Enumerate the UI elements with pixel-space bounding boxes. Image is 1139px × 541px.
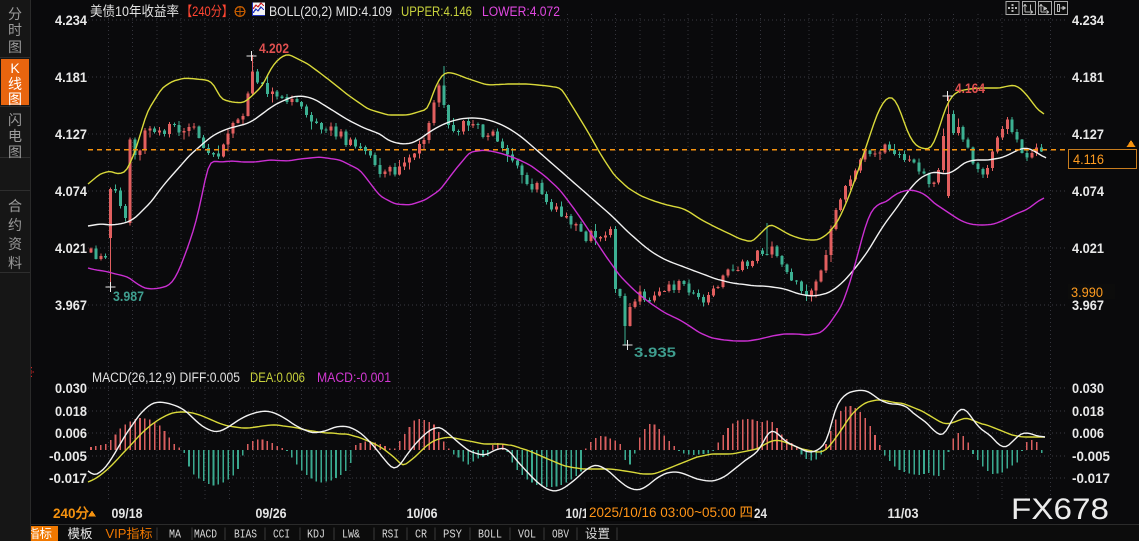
svg-text:MACD:-0.001: MACD:-0.001 — [317, 370, 391, 385]
svg-text:0.006: 0.006 — [1072, 425, 1104, 441]
svg-text:4.127: 4.127 — [1072, 126, 1104, 142]
svg-text:4.074: 4.074 — [1072, 183, 1104, 199]
svg-text:模板: 模板 — [68, 527, 93, 541]
svg-text:4.021: 4.021 — [1072, 240, 1104, 256]
svg-text:-0.005: -0.005 — [1072, 448, 1110, 464]
svg-text:-0.017: -0.017 — [1072, 470, 1110, 486]
svg-text:RSI: RSI — [382, 528, 399, 541]
svg-text:24: 24 — [754, 506, 767, 521]
svg-text:美债10年收益率: 美债10年收益率 — [90, 3, 179, 19]
svg-text:MACD: MACD — [194, 528, 217, 541]
svg-text:LW&: LW& — [342, 528, 360, 541]
svg-text:DEA:0.006: DEA:0.006 — [250, 370, 305, 385]
svg-text:设置: 设置 — [585, 526, 610, 541]
svg-text:10/06: 10/06 — [407, 506, 438, 521]
svg-text:0.030: 0.030 — [55, 380, 87, 396]
svg-text:CR: CR — [415, 528, 427, 541]
svg-text:指标: 指标 — [27, 526, 52, 541]
svg-text:4.181: 4.181 — [55, 69, 87, 85]
svg-text:0.030: 0.030 — [1072, 380, 1104, 396]
svg-text:4.021: 4.021 — [55, 240, 87, 256]
svg-text:0.018: 0.018 — [1072, 403, 1104, 419]
svg-text:-0.005: -0.005 — [49, 448, 87, 464]
svg-text:3.967: 3.967 — [55, 297, 87, 313]
svg-text:MA: MA — [169, 528, 182, 541]
svg-text:4.202: 4.202 — [259, 41, 289, 56]
svg-text:VIP指标: VIP指标 — [106, 526, 153, 541]
svg-text:09/18: 09/18 — [112, 506, 143, 521]
svg-text:240分: 240分 — [53, 506, 90, 521]
svg-text:-0.017: -0.017 — [49, 470, 87, 486]
svg-text:0.006: 0.006 — [55, 425, 87, 441]
svg-text:BIAS: BIAS — [234, 528, 257, 541]
svg-text:0.018: 0.018 — [55, 403, 87, 419]
svg-text:4.234: 4.234 — [1072, 12, 1104, 28]
svg-text:09/26: 09/26 — [256, 506, 287, 521]
svg-text:KDJ: KDJ — [307, 528, 325, 541]
svg-text:11/03: 11/03 — [888, 506, 919, 521]
svg-text:4.164: 4.164 — [955, 81, 985, 96]
svg-text:UPPER:4.146: UPPER:4.146 — [401, 4, 472, 19]
svg-text:2025/10/16 03:00~05:00 四: 2025/10/16 03:00~05:00 四 — [589, 505, 753, 520]
svg-text:PSY: PSY — [443, 528, 462, 541]
svg-text:10/1: 10/1 — [566, 506, 589, 521]
svg-text:【240分】: 【240分】 — [181, 4, 233, 19]
svg-text:4.127: 4.127 — [55, 126, 87, 142]
svg-text:BOLL(20,2) MID:4.109: BOLL(20,2) MID:4.109 — [269, 4, 392, 19]
svg-text:4.074: 4.074 — [55, 183, 87, 199]
svg-text:LOWER:4.072: LOWER:4.072 — [482, 4, 560, 19]
svg-text:BOLL: BOLL — [478, 528, 502, 541]
svg-text:3.967: 3.967 — [1072, 297, 1104, 313]
svg-text:3.987: 3.987 — [113, 289, 144, 304]
svg-text:3.990: 3.990 — [1071, 284, 1103, 300]
svg-text:VOL: VOL — [518, 528, 536, 541]
svg-text:OBV: OBV — [552, 528, 570, 541]
svg-text:4.181: 4.181 — [1072, 69, 1104, 85]
svg-text:4.116: 4.116 — [1073, 151, 1104, 167]
svg-text:CCI: CCI — [273, 528, 290, 541]
svg-text:3.935: 3.935 — [634, 345, 677, 360]
svg-text:FX678: FX678 — [1011, 493, 1109, 526]
svg-text:MACD(26,12,9) DIFF:0.005: MACD(26,12,9) DIFF:0.005 — [92, 370, 240, 385]
svg-text:4.234: 4.234 — [55, 12, 87, 28]
